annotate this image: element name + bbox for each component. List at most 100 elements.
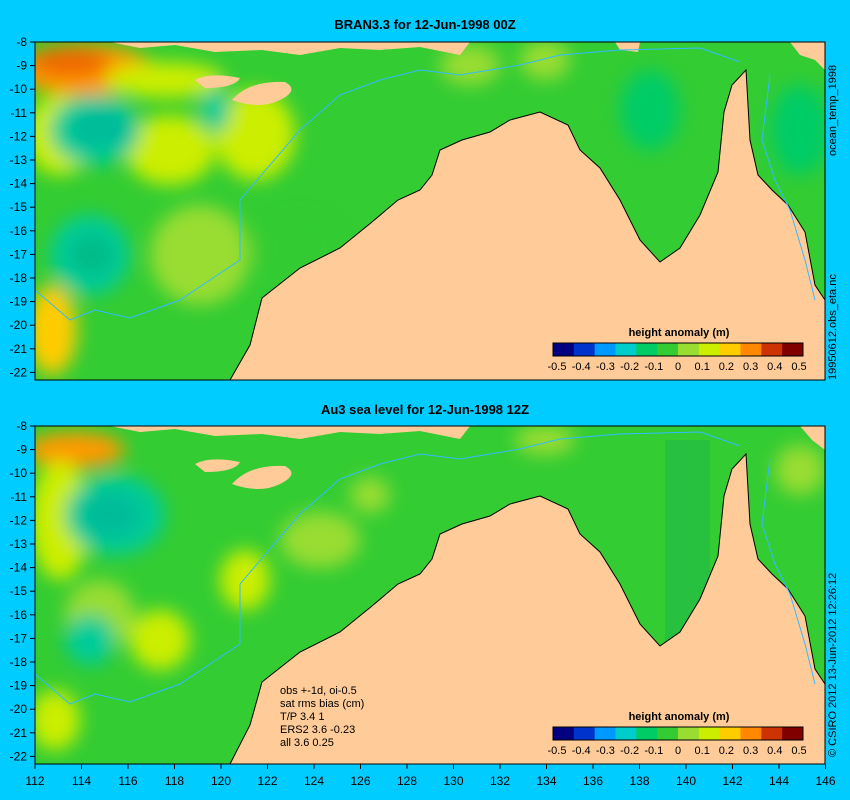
panel1-colorbar-swatches xyxy=(552,342,804,357)
lat-tick-label: -22 xyxy=(10,365,28,379)
colorbar-swatch xyxy=(782,727,804,740)
lon-tick-label: 134 xyxy=(536,774,556,788)
panel2-colorbar: height anomaly (m) -0.5 -0.4 -0.3 -0.2 -0.1 0… xyxy=(548,711,807,757)
lat-tick-label: -13 xyxy=(10,153,28,167)
lat-tick-label: -21 xyxy=(10,726,28,740)
lon-tick-label: 140 xyxy=(676,774,696,788)
lat-tick-label: -9 xyxy=(16,59,27,73)
colorbar-label: -0.5 xyxy=(548,745,567,757)
colorbar-label: -0.4 xyxy=(572,361,591,373)
colorbar-swatch xyxy=(719,343,741,356)
colorbar-label: -0.1 xyxy=(644,745,663,757)
lon-tick-label: 118 xyxy=(165,774,184,788)
panel1-colorbar-title: height anomaly (m) xyxy=(629,327,730,339)
lat-tick-label: -14 xyxy=(10,177,28,191)
lon-tick-label: 136 xyxy=(583,774,603,788)
lat-tick-label: -8 xyxy=(16,35,27,49)
colorbar-swatch xyxy=(657,343,679,356)
panel1-side-label-top: ocean_temp_1998 xyxy=(827,64,839,156)
colorbar-swatch xyxy=(698,727,721,740)
colorbar-label: -0.2 xyxy=(620,745,639,757)
colorbar-label: 0.2 xyxy=(719,361,734,373)
lat-tick-label: -17 xyxy=(10,247,28,261)
panel1-colorbar: height anomaly (m) -0.5 -0.4 -0.3 -0.2 -0.1 0… xyxy=(548,327,807,373)
stats-line-4: ERS2 3.6 -0.23 xyxy=(280,724,356,736)
stats-line-2: sat rms bias (cm) xyxy=(280,698,365,710)
stats-line-5: all 3.6 0.25 xyxy=(280,737,334,749)
colorbar-label: -0.2 xyxy=(620,361,639,373)
colorbar-swatch xyxy=(740,343,762,356)
lon-tick-label: 142 xyxy=(722,774,742,788)
colorbar-swatch xyxy=(573,343,596,356)
lat-tick-label: -8 xyxy=(16,419,27,433)
panel1-map xyxy=(35,42,825,380)
lon-tick-label: 120 xyxy=(211,774,231,788)
lon-tick-label: 112 xyxy=(25,774,44,788)
colorbar-swatch xyxy=(678,343,700,356)
lat-tick-label: -12 xyxy=(10,513,28,527)
lat-tick-label: -15 xyxy=(10,200,28,214)
colorbar-swatch xyxy=(615,343,637,356)
lat-tick-label: -17 xyxy=(10,631,28,645)
colorbar-border xyxy=(552,726,804,741)
lat-tick-label: -10 xyxy=(10,466,28,480)
colorbar-label: -0.3 xyxy=(596,361,615,373)
lat-tick-label: -20 xyxy=(10,318,28,332)
lat-tick-label: -16 xyxy=(10,608,28,622)
panel2-colorbar-swatches xyxy=(552,726,804,741)
colorbar-label: -0.5 xyxy=(548,361,567,373)
colorbar-label: -0.3 xyxy=(596,745,615,757)
colorbar-label: 0 xyxy=(675,361,681,373)
colorbar-label: 0.2 xyxy=(719,745,734,757)
colorbar-swatch xyxy=(553,727,575,740)
lat-tick-label: -10 xyxy=(10,82,28,96)
panel1-lat-ticks: -8 -9 -10 -11 -12 -13 -14 -15 -16 -17 -18 -19 -20 -21… xyxy=(10,35,35,379)
lat-tick-label: -13 xyxy=(10,537,28,551)
colorbar-label: 0.3 xyxy=(743,361,758,373)
colorbar-swatch xyxy=(657,727,679,740)
lat-tick-label: -15 xyxy=(10,584,28,598)
panel2-stats: obs +-1d, oi-0.5 sat rms bias (cm) T/P 3… xyxy=(280,685,364,750)
panel2-map xyxy=(35,426,825,764)
lat-tick-label: -20 xyxy=(10,702,28,716)
lat-tick-label: -11 xyxy=(11,106,28,120)
panel1-title: BRAN3.3 for 12-Jun-1998 00Z xyxy=(334,17,516,32)
colorbar-swatch xyxy=(573,727,596,740)
lat-tick-label: -9 xyxy=(16,443,27,457)
stats-line-1: obs +-1d, oi-0.5 xyxy=(280,685,357,697)
colorbar-label: 0.5 xyxy=(791,361,806,373)
lat-tick-label: -19 xyxy=(10,295,28,309)
colorbar-swatch xyxy=(553,343,575,356)
colorbar-swatch xyxy=(740,727,762,740)
lon-tick-label: 138 xyxy=(629,774,649,788)
panel2-side-label: © CSIRO 2012 13-Jun-2012 12:26:12 xyxy=(827,572,839,757)
lat-tick-label: -18 xyxy=(10,271,28,285)
colorbar-label: 0.1 xyxy=(695,745,710,757)
colorbar-label: 0 xyxy=(675,745,681,757)
lat-tick-label: -12 xyxy=(10,129,28,143)
stats-line-3: T/P 3.4 1 xyxy=(280,711,325,723)
panel1-side-label: 19950612.obs_eta.nc xyxy=(827,274,839,380)
panel2-colorbar-labels: -0.5 -0.4 -0.3 -0.2 -0.1 0 0.1 0.2 0.3 0.4 0.5 xyxy=(548,745,807,757)
colorbar-label: 0.3 xyxy=(743,745,758,757)
lat-tick-label: -11 xyxy=(11,490,28,504)
lon-ticks: 112 114 116 118 120 122 124 126 128 130 132 134 136 1… xyxy=(25,764,836,788)
colorbar-border xyxy=(552,342,804,357)
colorbar-label: 0.4 xyxy=(767,361,782,373)
colorbar-swatch xyxy=(761,727,783,740)
lat-tick-label: -21 xyxy=(10,342,28,356)
colorbar-label: 0.5 xyxy=(791,745,806,757)
lon-tick-label: 126 xyxy=(350,774,370,788)
panel2-frame xyxy=(34,425,826,765)
lon-tick-label: 124 xyxy=(304,774,324,788)
colorbar-label: 0.1 xyxy=(695,361,710,373)
lon-tick-label: 114 xyxy=(72,774,91,788)
colorbar-swatch xyxy=(719,727,741,740)
colorbar-label: -0.4 xyxy=(572,745,591,757)
lat-tick-label: -14 xyxy=(10,561,28,575)
lat-tick-label: -16 xyxy=(10,224,28,238)
panel2-title: Au3 sea level for 12-Jun-1998 12Z xyxy=(320,402,530,417)
lat-tick-label: -22 xyxy=(10,749,28,763)
panel1-frame xyxy=(34,41,826,381)
